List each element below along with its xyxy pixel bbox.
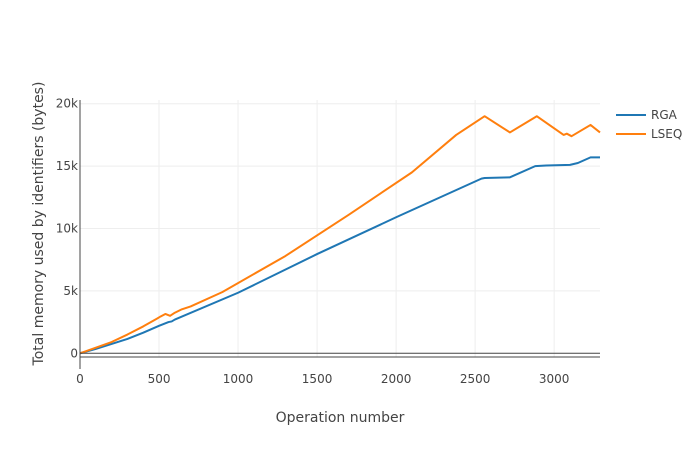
- x-tick-label: 3000: [539, 372, 570, 386]
- y-tick-label: 5k: [63, 284, 78, 298]
- legend-label: LSEQ: [651, 127, 682, 141]
- series-layer: [79, 115, 601, 355]
- y-tick-label: 10k: [56, 222, 78, 236]
- legend[interactable]: RGA LSEQ: [616, 108, 682, 141]
- legend-item-rga[interactable]: RGA: [616, 108, 678, 122]
- series-line-lseq: [79, 115, 601, 355]
- x-tick-label: 2000: [381, 372, 412, 386]
- y-tick-label: 0: [70, 346, 78, 360]
- x-tick-label: 0: [76, 372, 84, 386]
- series-line-rga: [79, 156, 600, 355]
- x-tick-label: 2500: [460, 372, 491, 386]
- legend-label: RGA: [651, 108, 678, 122]
- legend-item-lseq[interactable]: LSEQ: [616, 127, 682, 141]
- axes: [79, 100, 600, 369]
- tick-labels: 0 500 1000 1500 2000 2500 3000 0 5k 10k 15k 20k: [56, 97, 570, 386]
- y-axis-title: Total memory used by identifiers (bytes): [31, 82, 47, 367]
- x-axis-title: Operation number: [276, 410, 405, 426]
- x-tick-label: 1500: [302, 372, 333, 386]
- y-tick-label: 15k: [56, 159, 78, 173]
- x-tick-label: 1000: [223, 372, 254, 386]
- x-tick-label: 500: [148, 372, 171, 386]
- grid-lines: [80, 100, 600, 357]
- y-tick-label: 20k: [56, 97, 78, 111]
